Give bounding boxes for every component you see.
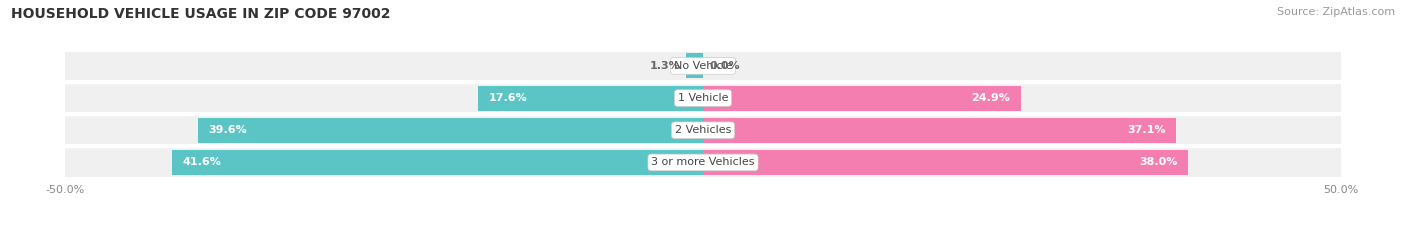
Text: 24.9%: 24.9% — [972, 93, 1011, 103]
Text: 17.6%: 17.6% — [489, 93, 527, 103]
Text: 39.6%: 39.6% — [208, 125, 246, 135]
Text: Source: ZipAtlas.com: Source: ZipAtlas.com — [1277, 7, 1395, 17]
Text: 1 Vehicle: 1 Vehicle — [678, 93, 728, 103]
Bar — [703, 86, 1021, 111]
Text: 37.1%: 37.1% — [1128, 125, 1166, 135]
Text: 38.0%: 38.0% — [1139, 158, 1178, 168]
Text: 3 or more Vehicles: 3 or more Vehicles — [651, 158, 755, 168]
Bar — [478, 86, 703, 111]
Bar — [173, 150, 703, 175]
Text: 0.0%: 0.0% — [710, 61, 740, 71]
Text: HOUSEHOLD VEHICLE USAGE IN ZIP CODE 97002: HOUSEHOLD VEHICLE USAGE IN ZIP CODE 9700… — [11, 7, 391, 21]
Text: 1.3%: 1.3% — [650, 61, 681, 71]
Text: 2 Vehicles: 2 Vehicles — [675, 125, 731, 135]
Bar — [65, 84, 1341, 112]
Text: 41.6%: 41.6% — [183, 158, 221, 168]
Bar — [703, 150, 1188, 175]
Text: No Vehicle: No Vehicle — [673, 61, 733, 71]
Bar — [686, 53, 703, 79]
Bar — [703, 118, 1177, 143]
Bar — [198, 118, 703, 143]
Bar — [65, 116, 1341, 144]
Bar — [65, 52, 1341, 80]
Bar — [65, 148, 1341, 177]
